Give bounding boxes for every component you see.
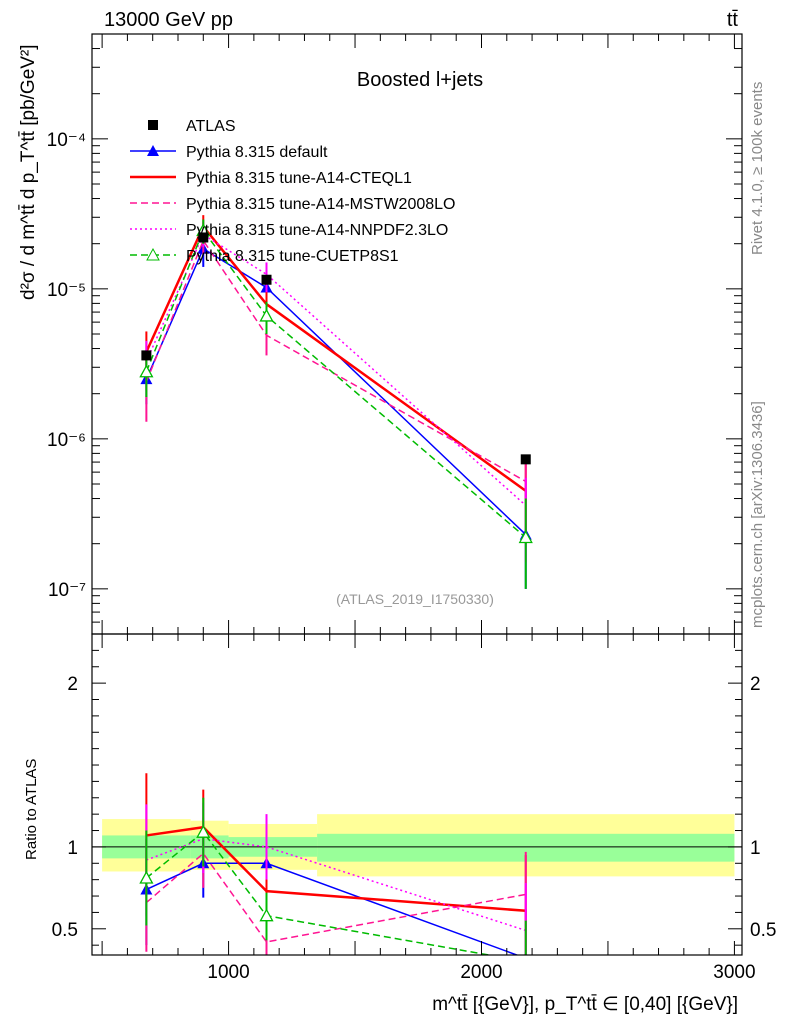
main-series [139, 215, 533, 589]
x-tick-label: 2000 [460, 962, 502, 983]
legend-label: Pythia 8.315 tune-CUETP8S1 [186, 248, 399, 265]
ratio-line [146, 837, 526, 932]
side-rivet-info: Rivet 4.1.0, ≥ 100k events [749, 82, 766, 255]
data-point [520, 454, 531, 465]
ratio-y-tick-label: 1 [67, 838, 78, 859]
ratio-frame [91, 633, 743, 956]
ratio-line [146, 862, 519, 955]
ratio-line [145, 852, 526, 943]
ratio-content [92, 773, 742, 955]
ratio-series-4 [139, 797, 527, 955]
series-0 [140, 234, 532, 589]
x-axis-label: m^tt̄ [{GeV}], p_T^tt̄ ∈ [0,40] [{GeV}] [432, 994, 738, 1015]
ratio-line [145, 831, 494, 955]
series-line [145, 228, 527, 539]
data-point [196, 824, 211, 838]
series-line [145, 233, 527, 506]
legend-marker [148, 120, 158, 130]
ratio-line [146, 825, 526, 913]
series-3 [145, 221, 527, 563]
legend-label: Pythia 8.315 tune-A14-NNPDF2.3LO [186, 222, 448, 239]
series-line [145, 224, 527, 492]
legend-label: ATLAS [186, 118, 236, 135]
legend-label: Pythia 8.315 default [186, 144, 328, 161]
header-process: tt̄ [727, 9, 739, 31]
ratio-y-tick-label: 2 [67, 674, 78, 695]
analysis-watermark: (ATLAS_2019_I1750330) [336, 591, 494, 607]
series-line [145, 247, 527, 536]
atlas-data [141, 232, 531, 465]
main-panel: 10⁻⁷ 10⁻⁶ 10⁻⁵ 10⁻⁴ [47, 33, 743, 635]
ratio-y-tick-label-right: 2 [750, 674, 761, 695]
series-line [145, 238, 527, 483]
data-point [259, 908, 274, 922]
legend: ATLAS Pythia 8.315 default Pythia 8.315 tu… [130, 118, 455, 265]
y-tick-label: 10⁻⁴ [47, 130, 86, 151]
y-tick-label: 10⁻⁵ [47, 280, 86, 301]
data-point [139, 364, 154, 378]
chart-title: Boosted l+jets [357, 69, 483, 91]
y-axis-label-main: d²σ / d m^tt̄ d p_T^tt̄ [pb/GeV²] [18, 44, 39, 300]
y-axis-label-ratio: Ratio to ATLAS [23, 759, 40, 860]
x-tick-label: 3000 [713, 962, 755, 983]
series-4 [139, 219, 533, 589]
ratio-panel: 0.5 0.5 1 1 2 2 1000 2000 3000 [52, 633, 776, 983]
y-tick-label: 10⁻⁶ [47, 430, 86, 451]
data-point [141, 350, 152, 361]
legend-label: Pythia 8.315 tune-A14-MSTW2008LO [186, 196, 455, 213]
data-point [518, 530, 533, 544]
data-point [139, 870, 154, 884]
data-point [259, 308, 274, 322]
ratio-y-tick-label: 0.5 [52, 920, 78, 941]
legend-marker [146, 247, 160, 261]
data-point [261, 274, 272, 285]
side-mcplots-info: mcplots.cern.ch [arXiv:1306.3436] [749, 401, 766, 628]
data-point [198, 232, 209, 243]
x-tick-label: 1000 [207, 962, 249, 983]
header-energy: 13000 GeV pp [104, 9, 233, 31]
y-tick-label: 10⁻⁷ [48, 580, 86, 601]
data-point [525, 954, 527, 955]
ratio-y-tick-label-right: 1 [750, 838, 761, 859]
series-2 [145, 229, 527, 530]
legend-marker [147, 145, 159, 156]
ratio-y-tick-label-right: 0.5 [750, 920, 776, 941]
legend-label: Pythia 8.315 tune-A14-CTEQL1 [186, 170, 412, 187]
